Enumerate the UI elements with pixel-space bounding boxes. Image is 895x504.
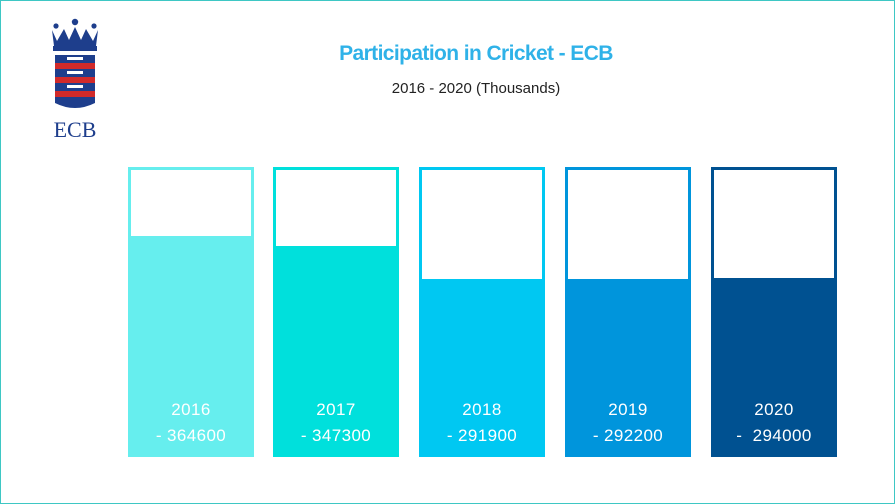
bar: [131, 236, 251, 454]
value-label: - 292200: [592, 426, 664, 445]
bar-label: 2017 - 347300: [276, 397, 396, 449]
bar-column-2016: 2016 - 364600: [128, 167, 254, 457]
logo-text: ECB: [54, 117, 97, 142]
value-label: - 291900: [446, 426, 518, 445]
chart-subtitle: 2016 - 2020 (Thousands): [391, 80, 561, 97]
bar-label: 2016 - 364600: [131, 397, 251, 449]
bar: [422, 279, 542, 454]
bar: [714, 278, 834, 454]
bar-column-2019: 2019 - 292200: [565, 167, 691, 457]
category-label: 2018: [462, 400, 502, 419]
category-label: 2020: [754, 400, 794, 419]
bar: [276, 246, 396, 454]
category-label: 2016: [171, 400, 211, 419]
bar-label: 2020 - 294000: [714, 397, 834, 449]
ecb-logo: ECB: [47, 17, 103, 143]
bar-column-2020: 2020 - 294000: [711, 167, 837, 457]
chart-title: Participation in Cricket - ECB: [339, 42, 613, 65]
bar-label: 2019 - 292200: [568, 397, 688, 449]
value-label: - 294000: [736, 426, 812, 445]
bar-label: 2018 - 291900: [422, 397, 542, 449]
bar-column-2018: 2018 - 291900: [419, 167, 545, 457]
category-label: 2019: [608, 400, 648, 419]
value-label: - 364600: [155, 426, 227, 445]
category-label: 2017: [316, 400, 356, 419]
bar: [568, 279, 688, 454]
bar-column-2017: 2017 - 347300: [273, 167, 399, 457]
value-label: - 347300: [300, 426, 372, 445]
